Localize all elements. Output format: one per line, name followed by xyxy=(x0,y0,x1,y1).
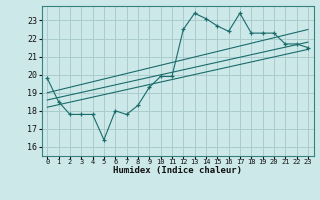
X-axis label: Humidex (Indice chaleur): Humidex (Indice chaleur) xyxy=(113,166,242,175)
